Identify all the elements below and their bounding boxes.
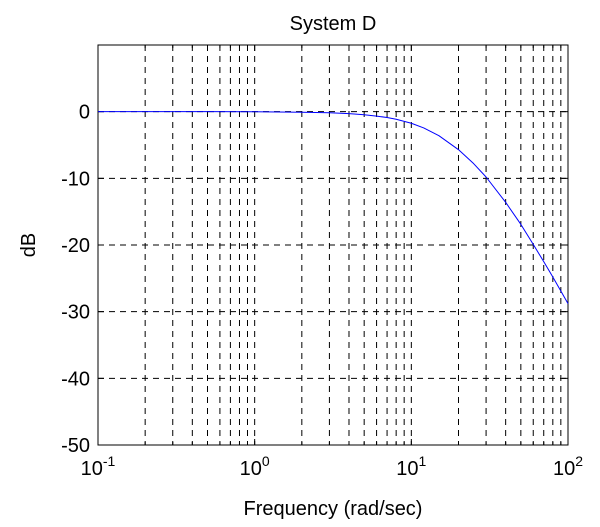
- y-tick-label: 0: [79, 102, 90, 124]
- x-tick-label: 101: [396, 453, 426, 480]
- x-axis-label: Frequency (rad/sec): [244, 498, 423, 520]
- plot-frame: [97, 44, 569, 446]
- x-axis-tick-labels: 10-1 100 101 102: [81, 453, 584, 480]
- y-tick-label: -10: [61, 168, 90, 190]
- y-tick-label: -30: [61, 302, 90, 324]
- y-tick-label: -20: [61, 235, 90, 257]
- series-line: [98, 111, 569, 304]
- x-tick-label: 100: [240, 453, 270, 480]
- y-tick-label: -40: [61, 368, 90, 390]
- y-tick-label: -50: [61, 435, 90, 457]
- chart-title: System D: [290, 13, 377, 35]
- series-layer: [98, 111, 569, 304]
- x-tick-label: 102: [553, 453, 583, 480]
- x-tick-label: 10-1: [81, 453, 116, 480]
- y-axis-tick-labels: 0 -10 -20 -30 -40 -50: [61, 102, 90, 457]
- y-axis-label: dB: [18, 233, 40, 257]
